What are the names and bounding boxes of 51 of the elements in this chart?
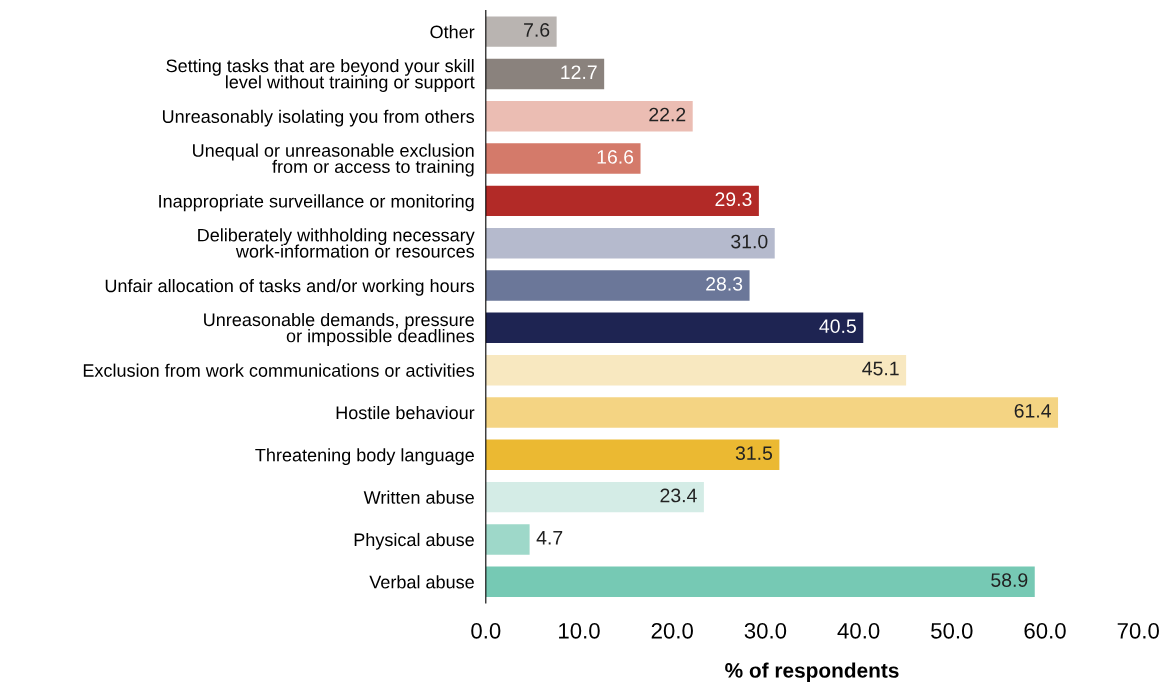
data-label: 22.2 — [649, 107, 686, 122]
data-label: 23.4 — [660, 488, 697, 503]
x-tick-label: 20.0 — [651, 622, 693, 639]
data-label: 45.1 — [862, 361, 899, 376]
bar — [485, 101, 693, 132]
y-tick-label: Physical abuse — [354, 532, 474, 550]
bar — [485, 16, 557, 47]
bar — [485, 481, 704, 513]
bar — [485, 143, 641, 174]
data-label: 28.3 — [706, 276, 743, 291]
bar — [485, 58, 605, 90]
y-tick-label: Other — [430, 25, 475, 39]
bar — [485, 312, 864, 344]
bar — [485, 397, 1059, 428]
x-axis-title: % of respondents — [725, 662, 899, 682]
x-tick-label: 10.0 — [559, 622, 600, 639]
bar — [485, 354, 907, 386]
bar — [485, 439, 780, 471]
bar — [485, 185, 759, 217]
y-tick-label: Written abuse — [363, 490, 474, 504]
data-label: 40.5 — [819, 319, 856, 334]
x-tick-label: 30.0 — [744, 622, 787, 639]
y-tick-label: Unfair allocation of tasks and/or working hours — [105, 278, 475, 296]
y-tick-label: Unequal or unreasonable exclusion from or access to training — [193, 143, 474, 177]
bar — [485, 270, 750, 301]
data-label: 58.9 — [991, 573, 1028, 587]
x-tick-label: 70.0 — [1117, 622, 1159, 639]
y-tick-label: Setting tasks that are beyond your skill level without training or support — [166, 58, 475, 92]
data-label: 31.5 — [735, 446, 773, 461]
x-tick-label: 60.0 — [1024, 622, 1066, 639]
data-label: 61.4 — [1014, 403, 1051, 418]
y-tick-label: Unreasonable demands, pressure or impossible deadlines — [204, 312, 475, 346]
data-label: 29.3 — [715, 192, 752, 207]
data-label: 31.0 — [731, 234, 768, 249]
data-label: 12.7 — [561, 65, 597, 79]
data-label: 7.6 — [524, 23, 550, 37]
data-label: 4.7 — [536, 531, 563, 545]
y-tick-label: Threatening body language — [255, 448, 474, 466]
y-tick-label: Inappropriate surveillance or monitoring — [159, 194, 474, 212]
y-tick-label: Unreasonably isolating you from others — [162, 109, 475, 127]
y-tick-label: Verbal abuse — [369, 575, 474, 589]
data-label: 16.6 — [597, 150, 634, 164]
y-tick-label: Deliberately withholding necessary work-information or resources — [198, 228, 475, 258]
bar — [485, 524, 530, 555]
x-tick-label: 0.0 — [471, 622, 501, 639]
x-tick-label: 40.0 — [837, 622, 880, 639]
x-tick-label: 50.0 — [931, 622, 973, 639]
bar — [485, 566, 1035, 597]
bar — [485, 227, 775, 259]
y-tick-label: Hostile behaviour — [336, 405, 475, 420]
y-tick-label: Exclusion from work communications or activities — [83, 363, 475, 377]
